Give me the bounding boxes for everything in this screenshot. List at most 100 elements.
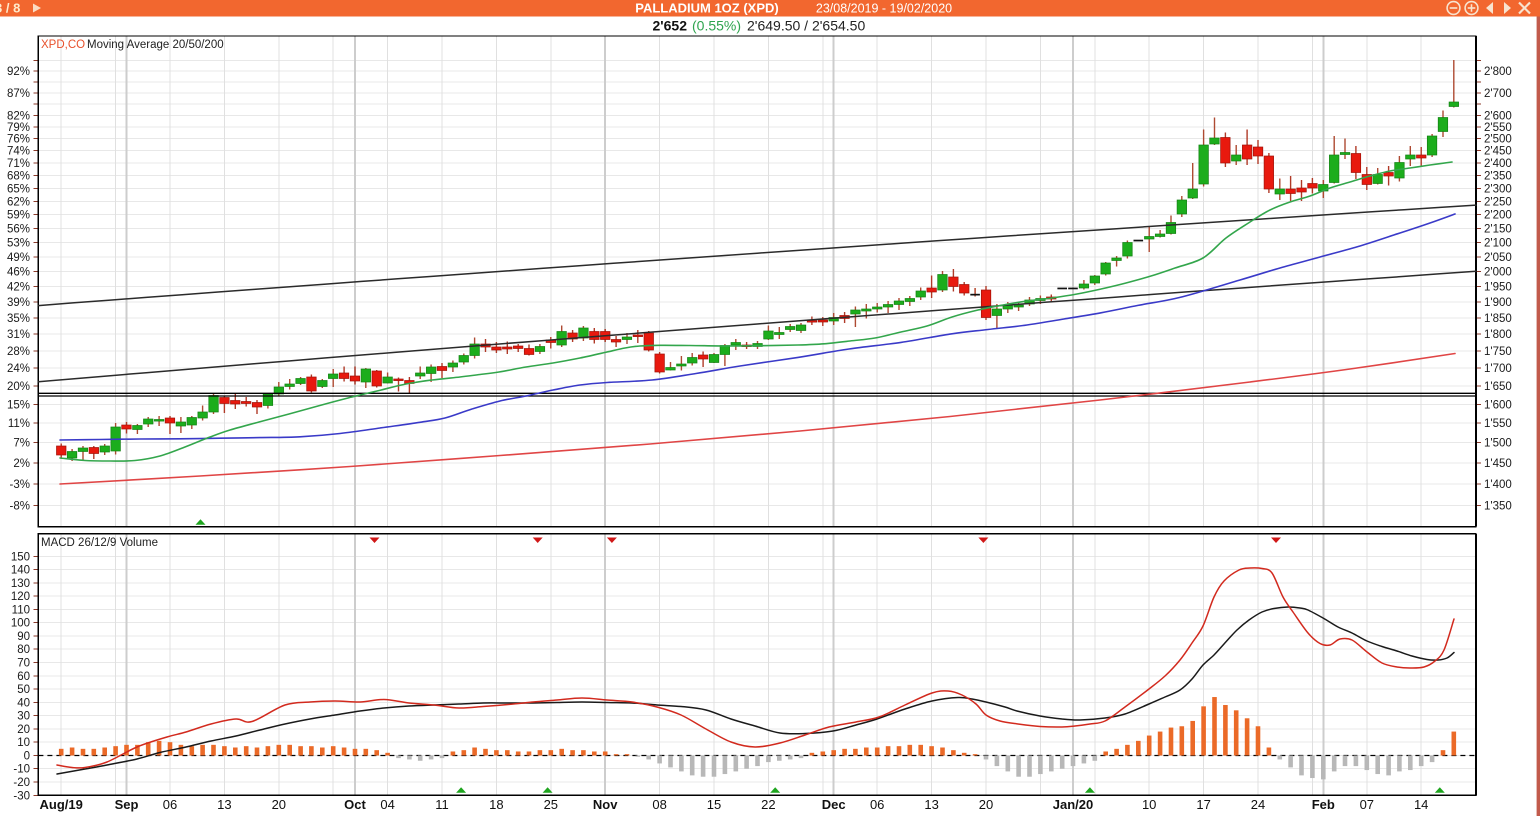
svg-text:10: 10: [17, 737, 30, 749]
svg-text:2'500: 2'500: [1484, 134, 1512, 146]
svg-text:130: 130: [11, 578, 30, 590]
svg-text:Oct: Oct: [344, 797, 366, 812]
svg-text:40: 40: [17, 697, 30, 709]
svg-text:68%: 68%: [7, 171, 30, 183]
svg-text:1'600: 1'600: [1484, 399, 1512, 411]
svg-text:2'100: 2'100: [1484, 237, 1512, 249]
svg-text:28%: 28%: [7, 346, 30, 358]
svg-text:20: 20: [979, 797, 993, 812]
svg-text:11%: 11%: [8, 418, 30, 430]
svg-text:59%: 59%: [7, 210, 30, 222]
svg-text:1'900: 1'900: [1484, 297, 1512, 309]
svg-text:65%: 65%: [7, 183, 30, 195]
svg-text:140: 140: [11, 565, 30, 577]
svg-text:2'450: 2'450: [1484, 146, 1512, 158]
svg-text:2'700: 2'700: [1484, 88, 1512, 100]
svg-text:Aug/19: Aug/19: [40, 797, 83, 812]
svg-text:60: 60: [17, 671, 30, 683]
svg-text:31%: 31%: [7, 329, 30, 341]
svg-text:76%: 76%: [7, 134, 30, 146]
svg-text:1'750: 1'750: [1484, 346, 1512, 358]
svg-text:71%: 71%: [7, 158, 30, 170]
svg-text:150: 150: [11, 551, 30, 563]
svg-text:2'350: 2'350: [1484, 171, 1512, 183]
svg-text:79%: 79%: [7, 122, 30, 134]
svg-text:7%: 7%: [13, 438, 30, 450]
svg-text:70: 70: [17, 658, 30, 670]
svg-text:1'550: 1'550: [1484, 418, 1512, 430]
svg-text:2'250: 2'250: [1484, 196, 1512, 208]
svg-text:42%: 42%: [7, 282, 30, 294]
svg-text:30: 30: [17, 711, 30, 723]
svg-text:23/08/2019 - 19/02/2020: 23/08/2019 - 19/02/2020: [816, 2, 952, 16]
svg-text:74%: 74%: [7, 146, 30, 158]
svg-text:1'450: 1'450: [1484, 458, 1512, 470]
svg-text:1'850: 1'850: [1484, 313, 1512, 325]
svg-text:3 / 8: 3 / 8: [0, 1, 20, 16]
svg-text:-20: -20: [13, 777, 30, 789]
svg-text:22: 22: [761, 797, 775, 812]
svg-text:XPD,CO: XPD,CO: [41, 39, 85, 51]
svg-text:20%: 20%: [7, 381, 30, 393]
svg-text:17: 17: [1196, 797, 1210, 812]
svg-text:46%: 46%: [7, 267, 30, 279]
svg-text:Sep: Sep: [115, 797, 139, 812]
svg-text:80: 80: [17, 644, 30, 656]
svg-text:2'550: 2'550: [1484, 122, 1512, 134]
svg-text:Feb: Feb: [1312, 797, 1335, 812]
svg-text:2'050: 2'050: [1484, 252, 1512, 264]
svg-text:Dec: Dec: [822, 797, 846, 812]
svg-text:08: 08: [652, 797, 666, 812]
svg-text:Jan/20: Jan/20: [1053, 797, 1093, 812]
svg-text:39%: 39%: [7, 297, 30, 309]
svg-text:82%: 82%: [7, 110, 30, 122]
svg-text:14: 14: [1414, 797, 1428, 812]
svg-text:2'600: 2'600: [1484, 110, 1512, 122]
svg-text:07: 07: [1360, 797, 1374, 812]
svg-text:24%: 24%: [7, 363, 30, 375]
svg-text:2'150: 2'150: [1484, 223, 1512, 235]
svg-text:Moving Average 20/50/200: Moving Average 20/50/200: [87, 39, 224, 51]
svg-text:2'300: 2'300: [1484, 183, 1512, 195]
svg-text:2%: 2%: [13, 458, 30, 470]
svg-text:25: 25: [544, 797, 558, 812]
svg-text:1'350: 1'350: [1484, 500, 1512, 512]
svg-text:2'400: 2'400: [1484, 158, 1512, 170]
svg-text:110: 110: [12, 604, 30, 616]
svg-text:2'800: 2'800: [1484, 66, 1512, 78]
svg-text:-3%: -3%: [10, 479, 30, 491]
svg-text:90: 90: [17, 631, 30, 643]
svg-text:15%: 15%: [7, 399, 30, 411]
svg-text:2'649.50 / 2'654.50: 2'649.50 / 2'654.50: [747, 18, 865, 34]
svg-text:49%: 49%: [7, 252, 30, 264]
svg-text:1'950: 1'950: [1484, 282, 1512, 294]
svg-text:20: 20: [17, 724, 30, 736]
svg-text:2'652: 2'652: [653, 18, 688, 34]
svg-text:1'400: 1'400: [1484, 479, 1512, 491]
svg-text:11: 11: [435, 797, 449, 812]
svg-text:06: 06: [870, 797, 884, 812]
svg-text:56%: 56%: [7, 223, 30, 235]
svg-text:62%: 62%: [7, 196, 30, 208]
svg-text:04: 04: [380, 797, 394, 812]
svg-text:-10: -10: [13, 764, 30, 776]
svg-text:1'800: 1'800: [1484, 329, 1512, 341]
svg-text:18: 18: [489, 797, 503, 812]
svg-text:120: 120: [11, 591, 30, 603]
svg-text:50: 50: [17, 684, 30, 696]
svg-text:13: 13: [217, 797, 231, 812]
svg-text:92%: 92%: [7, 66, 30, 78]
svg-text:-8%: -8%: [10, 500, 30, 512]
svg-text:35%: 35%: [7, 313, 30, 325]
svg-text:1'500: 1'500: [1484, 438, 1512, 450]
svg-text:13: 13: [924, 797, 938, 812]
svg-text:06: 06: [163, 797, 177, 812]
svg-text:15: 15: [707, 797, 721, 812]
svg-text:20: 20: [272, 797, 286, 812]
svg-text:-30: -30: [13, 790, 30, 802]
svg-text:10: 10: [1142, 797, 1156, 812]
svg-text:Nov: Nov: [593, 797, 618, 812]
svg-text:87%: 87%: [7, 88, 30, 100]
svg-text:1'700: 1'700: [1484, 363, 1512, 375]
svg-text:100: 100: [11, 618, 30, 630]
